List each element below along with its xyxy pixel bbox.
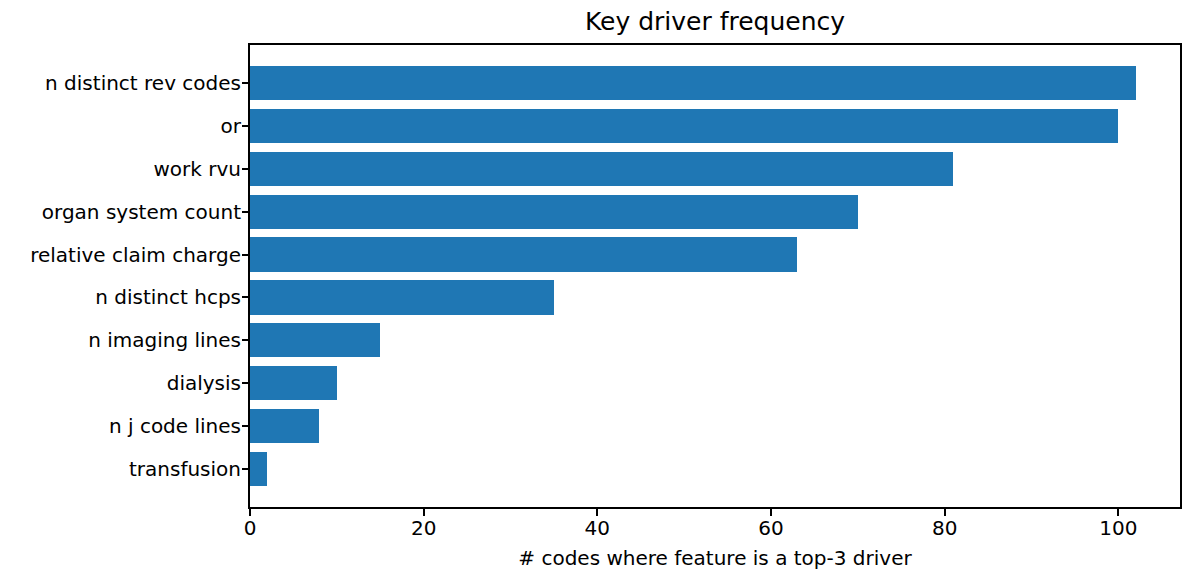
chart-title: Key driver frequency <box>250 7 1180 36</box>
x-tick <box>770 509 772 516</box>
x-tick <box>249 509 251 516</box>
bar <box>250 452 267 486</box>
y-tick-label: n j code lines <box>0 412 241 440</box>
x-tick-label: 80 <box>932 516 957 540</box>
x-tick <box>423 509 425 516</box>
y-tick <box>242 211 249 213</box>
bar <box>250 237 797 271</box>
x-tick-label: 100 <box>1099 516 1137 540</box>
bar <box>250 195 858 229</box>
bar <box>250 366 337 400</box>
y-tick-label: work rvu <box>0 155 241 183</box>
bar <box>250 66 1136 100</box>
bar <box>250 409 319 443</box>
y-tick <box>242 468 249 470</box>
bar <box>250 280 554 314</box>
y-tick <box>242 125 249 127</box>
figure: Key driver frequency # codes where featu… <box>0 0 1194 586</box>
y-tick <box>242 254 249 256</box>
plot-area <box>248 43 1182 509</box>
y-tick <box>242 382 249 384</box>
x-tick <box>596 509 598 516</box>
y-tick-label: n imaging lines <box>0 326 241 354</box>
y-tick <box>242 425 249 427</box>
y-tick-label: n distinct hcps <box>0 283 241 311</box>
y-tick-label: organ system count <box>0 198 241 226</box>
y-tick <box>242 168 249 170</box>
y-tick-label: or <box>0 112 241 140</box>
x-tick-label: 0 <box>244 516 257 540</box>
y-tick-label: relative claim charge <box>0 241 241 269</box>
y-tick <box>242 339 249 341</box>
bar <box>250 152 953 186</box>
x-tick <box>944 509 946 516</box>
y-tick <box>242 82 249 84</box>
x-tick-label: 20 <box>411 516 436 540</box>
bar <box>250 109 1118 143</box>
bar <box>250 323 380 357</box>
x-axis-label: # codes where feature is a top-3 driver <box>250 546 1180 570</box>
y-tick <box>242 296 249 298</box>
x-tick-label: 40 <box>585 516 610 540</box>
x-tick <box>1117 509 1119 516</box>
y-tick-label: dialysis <box>0 369 241 397</box>
y-tick-label: transfusion <box>0 455 241 483</box>
x-tick-label: 60 <box>758 516 783 540</box>
y-tick-label: n distinct rev codes <box>0 69 241 97</box>
